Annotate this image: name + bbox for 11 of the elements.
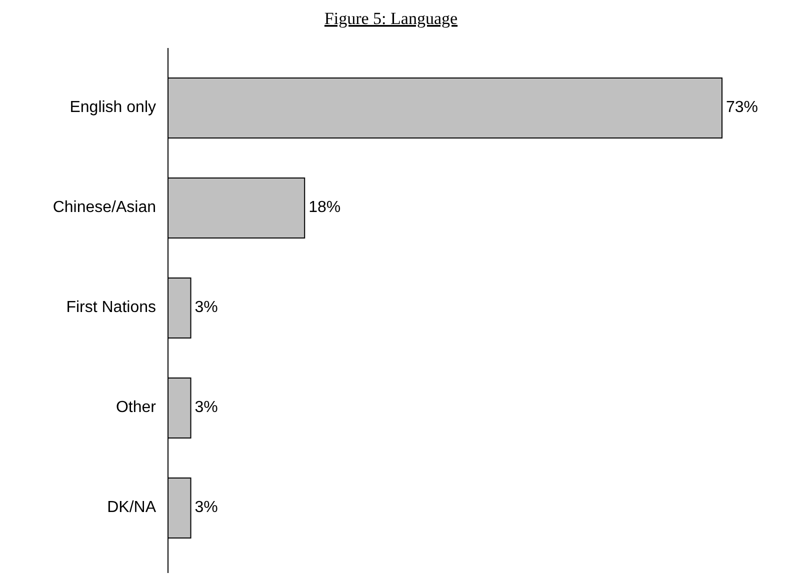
data-label: 18%	[308, 199, 341, 216]
y-tick-label: DK/NA	[107, 499, 156, 516]
y-tick-label: First Nations	[66, 299, 156, 316]
y-tick-label: Other	[116, 399, 157, 416]
y-tick-label: Chinese/Asian	[52, 199, 156, 216]
data-label: 3%	[194, 399, 218, 416]
y-tick-label: English only	[70, 99, 156, 116]
data-label: 3%	[194, 499, 218, 516]
data-label: 73%	[726, 99, 758, 116]
chart-title: Figure 5: Language	[324, 9, 458, 28]
data-label: 3%	[194, 299, 218, 316]
